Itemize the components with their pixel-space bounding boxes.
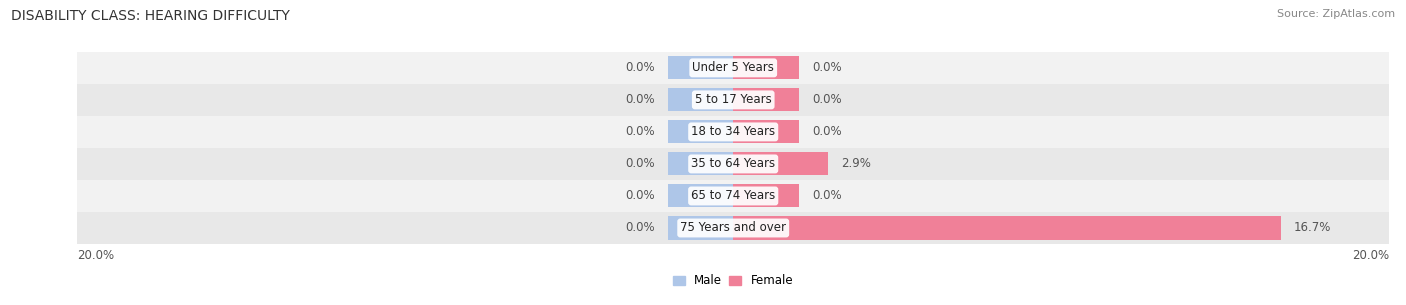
- Text: 2.9%: 2.9%: [841, 157, 872, 170]
- Text: 0.0%: 0.0%: [624, 61, 655, 74]
- Text: 5 to 17 Years: 5 to 17 Years: [695, 93, 772, 106]
- Bar: [668, 217, 734, 239]
- Bar: [668, 88, 734, 111]
- Bar: [734, 185, 799, 207]
- Text: 16.7%: 16.7%: [1294, 221, 1331, 235]
- Bar: [77, 52, 1389, 84]
- Bar: [734, 56, 799, 79]
- Text: Under 5 Years: Under 5 Years: [692, 61, 775, 74]
- Bar: [77, 148, 1389, 180]
- Text: 0.0%: 0.0%: [624, 189, 655, 203]
- Text: 0.0%: 0.0%: [811, 189, 842, 203]
- Text: 0.0%: 0.0%: [811, 93, 842, 106]
- Bar: [734, 120, 799, 143]
- Text: 20.0%: 20.0%: [77, 249, 114, 262]
- Bar: [77, 116, 1389, 148]
- Bar: [734, 88, 799, 111]
- Bar: [734, 217, 1281, 239]
- Text: 0.0%: 0.0%: [624, 221, 655, 235]
- Text: 18 to 34 Years: 18 to 34 Years: [692, 125, 775, 138]
- Text: 0.0%: 0.0%: [624, 93, 655, 106]
- Text: 65 to 74 Years: 65 to 74 Years: [692, 189, 775, 203]
- Text: 35 to 64 Years: 35 to 64 Years: [692, 157, 775, 170]
- Text: 75 Years and over: 75 Years and over: [681, 221, 786, 235]
- Bar: [77, 180, 1389, 212]
- Bar: [668, 56, 734, 79]
- Text: 0.0%: 0.0%: [811, 125, 842, 138]
- Text: 0.0%: 0.0%: [624, 157, 655, 170]
- Text: 20.0%: 20.0%: [1353, 249, 1389, 262]
- Text: DISABILITY CLASS: HEARING DIFFICULTY: DISABILITY CLASS: HEARING DIFFICULTY: [11, 9, 290, 23]
- Bar: [77, 212, 1389, 244]
- Bar: [734, 152, 828, 175]
- Text: Source: ZipAtlas.com: Source: ZipAtlas.com: [1277, 9, 1395, 19]
- Bar: [668, 120, 734, 143]
- Bar: [668, 185, 734, 207]
- Bar: [668, 152, 734, 175]
- Legend: Male, Female: Male, Female: [668, 269, 799, 292]
- Text: 0.0%: 0.0%: [811, 61, 842, 74]
- Text: 0.0%: 0.0%: [624, 125, 655, 138]
- Bar: [77, 84, 1389, 116]
